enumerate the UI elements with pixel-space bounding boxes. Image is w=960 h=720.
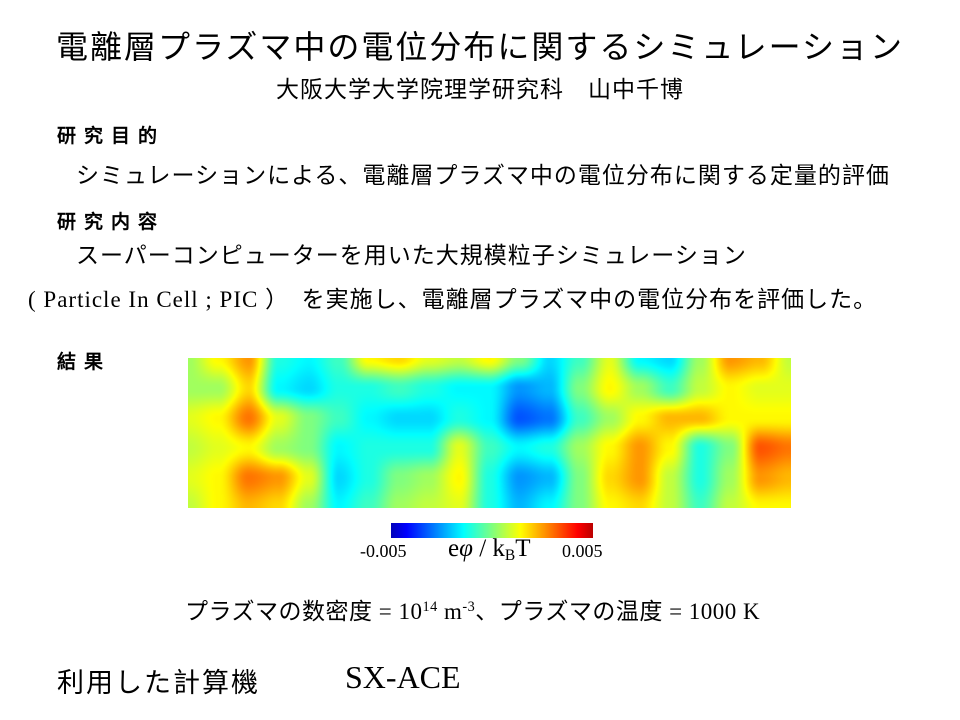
section-heading-result: 結果: [57, 352, 112, 373]
computer-used-label: 利用した計算機: [57, 668, 260, 698]
section-heading-purpose: 研究目的: [57, 126, 166, 147]
params-unit-m: m: [437, 599, 463, 624]
colorbar-label-mid: / k: [472, 535, 505, 562]
params-density-text: プラズマの数密度 = 10: [185, 599, 423, 624]
colorbar-label-e: e: [448, 535, 460, 562]
computer-name: SX-ACE: [345, 659, 461, 695]
colorbar-gradient: [391, 523, 593, 538]
phi-symbol: φ: [459, 535, 473, 562]
purpose-body-text: シミュレーションによる、電離層プラズマ中の電位分布に関する定量的評価: [76, 163, 890, 188]
colorbar-axis-label: eφ / kBT: [448, 535, 531, 564]
slide-title: 電離層プラズマ中の電位分布に関するシミュレーション: [55, 29, 905, 65]
section-heading-content: 研究内容: [57, 212, 166, 233]
colorbar-label-T: T: [515, 535, 531, 562]
params-unit-exponent: -3: [462, 599, 476, 616]
colorbar-label-subscript-B: B: [504, 546, 516, 564]
colorbar-min-tick-label: -0.005: [360, 541, 407, 561]
content-body-line2: ( Particle In Cell ; PIC ） を実施し、電離層プラズマ中…: [28, 287, 878, 312]
colorbar-max-tick-label: 0.005: [562, 541, 603, 561]
params-temperature-text: 、プラズマの温度 = 1000 K: [475, 599, 761, 624]
plasma-parameters-caption: プラズマの数密度 = 1014 m-3、プラズマの温度 = 1000 K: [185, 592, 760, 626]
slide-subtitle-affiliation-author: 大阪大学大学院理学研究科 山中千博: [276, 76, 684, 102]
content-body-line1: スーパーコンピューターを用いた大規模粒子シミュレーション: [76, 243, 747, 268]
params-density-exponent: 14: [422, 599, 438, 616]
potential-distribution-heatmap: [188, 358, 791, 508]
